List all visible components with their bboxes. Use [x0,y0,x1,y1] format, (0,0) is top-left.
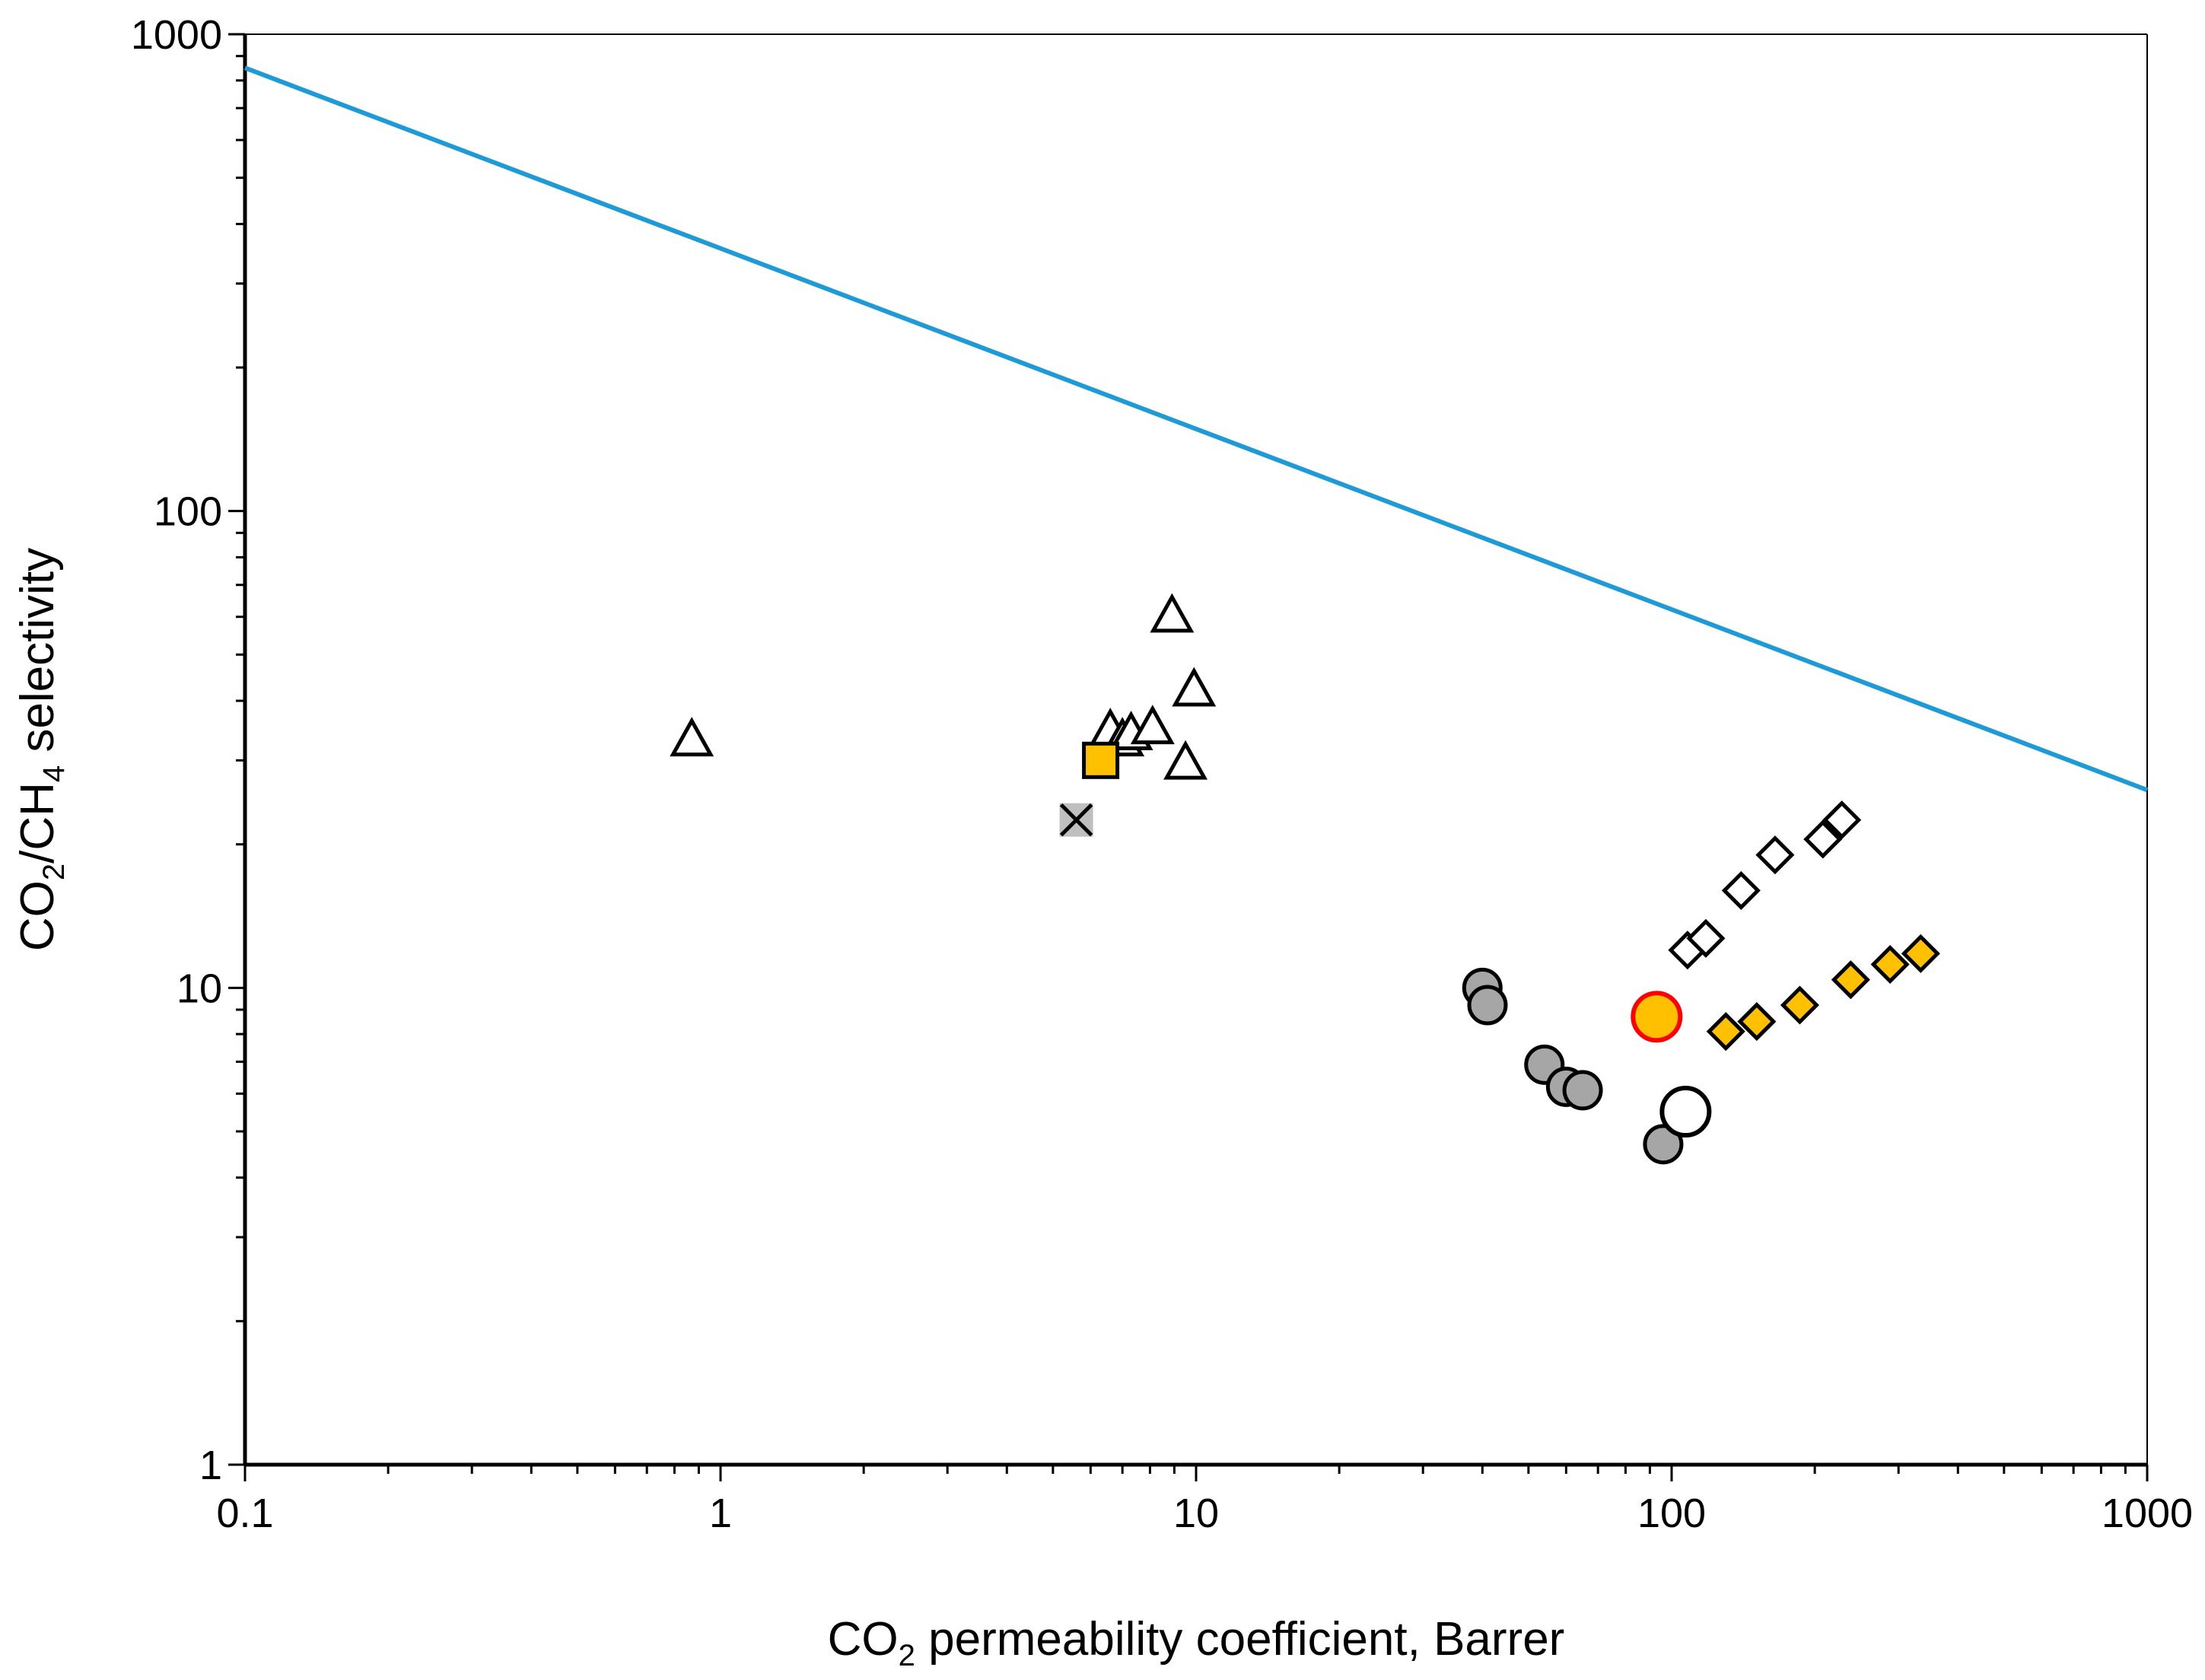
y-axis-title: CO2/CH4 selectivity [11,548,71,951]
triangles-open-point [1150,593,1195,633]
circles-grey-point [1467,985,1508,1026]
diamonds-yellow-point [1780,985,1819,1025]
triangles-open-point [1172,667,1217,707]
y-tick-label: 1000 [131,12,222,58]
y-tick-label: 1 [199,1443,222,1488]
upper-bound-layer [243,65,2149,793]
square-yellow-point [1082,741,1120,779]
circle-open-point [1659,1086,1712,1138]
axis-ticks [228,33,2149,1481]
diamonds-yellow-point [1901,934,1940,973]
triangles-open-point [1163,740,1208,780]
diamonds-open-point [1822,800,1862,840]
cross-grey-point [1059,803,1093,837]
circles-grey-point [1562,1070,1603,1111]
diamonds-open-point [1686,918,1726,958]
circles-grey-point [1643,1124,1684,1165]
diamonds-open-point [1721,870,1761,910]
x-axis-title: CO2 permeability coefficient, Barrer [828,1613,1565,1672]
y-tick-label: 10 [177,966,222,1011]
y-tick-label: 100 [154,489,222,535]
triangles-open-point [670,717,714,757]
upper-bound-line [243,65,2149,793]
diamonds-open-point [1755,835,1795,875]
diamonds-yellow-point [1706,1012,1745,1052]
diamonds-yellow-point [1737,1002,1777,1042]
diamonds-yellow-point [1831,960,1870,1000]
diamonds-yellow-point [1870,944,1910,985]
diamonds-open-point [1803,819,1843,859]
x-tick-label: 1000 [2102,1491,2193,1536]
data-points [670,593,1940,1165]
x-tick-label: 10 [1173,1491,1219,1536]
circle-highlight-point [1631,991,1683,1043]
plot-area [243,33,2148,1467]
x-tick-label: 0.1 [216,1491,273,1536]
cross-stroke [1059,803,1093,837]
x-tick-label: 100 [1637,1491,1706,1536]
triangles-open-point [1130,705,1175,745]
x-tick-label: 1 [709,1491,732,1536]
